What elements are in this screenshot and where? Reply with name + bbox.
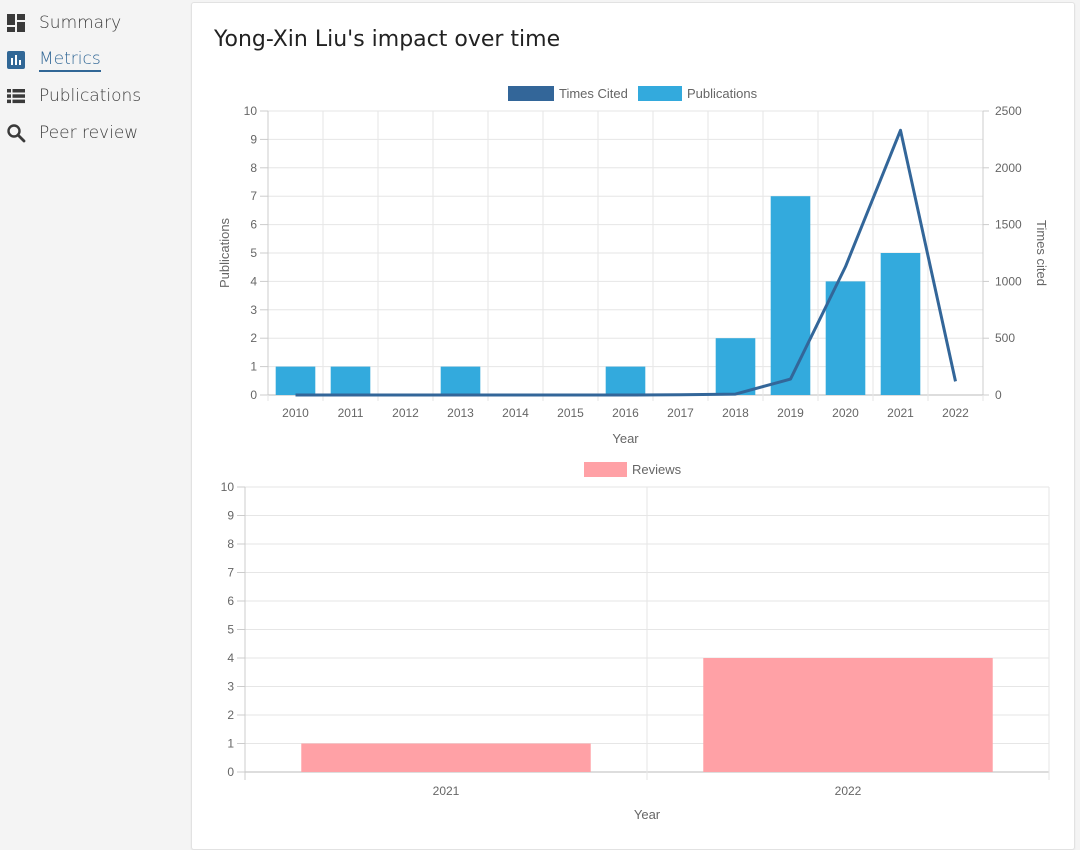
y-tick-label: 7 [250,189,257,203]
sidebar-item-summary[interactable]: Summary [6,10,121,36]
y2-tick-label: 0 [995,388,1002,402]
legend-label: Reviews [632,462,682,477]
x-tick-label: 2016 [612,406,639,420]
y-tick-label: 4 [227,651,234,665]
x-tick-label: 2013 [447,406,474,420]
y-axis-title: Publications [217,217,232,288]
search-icon [6,123,26,143]
y2-tick-label: 1000 [995,274,1022,288]
y-tick-label: 10 [244,104,258,118]
x-tick-label: 2015 [557,406,584,420]
publications-bar [330,366,371,395]
sidebar-item-metrics[interactable]: Metrics [6,47,101,73]
sidebar-item-publications[interactable]: Publications [6,83,141,109]
legend-label: Publications [687,86,758,101]
x-tick-label: 2019 [777,406,804,420]
page-title: Yong-Xin Liu's impact over time [214,27,561,52]
y2-tick-label: 1500 [995,218,1022,232]
publications-bar [275,366,316,395]
y-tick-label: 6 [250,218,257,232]
sidebar-item-label: Peer review [39,123,139,143]
publications-bar [605,366,646,395]
y2-tick-label: 500 [995,331,1015,345]
y-tick-label: 1 [227,737,234,751]
y-tick-label: 5 [227,623,234,637]
sidebar-item-peer-review[interactable]: Peer review [6,120,138,146]
sidebar-item-label: Metrics [39,49,101,72]
x-axis-title: Year [634,807,661,822]
y-tick-label: 7 [227,566,234,580]
y-tick-label: 0 [227,765,234,779]
x-tick-label: 2017 [667,406,694,420]
x-tick-label: 2011 [338,406,364,420]
reviews-bar [301,743,591,772]
y-tick-label: 2 [250,331,257,345]
y-tick-label: 3 [227,680,234,694]
x-tick-label: 2022 [942,406,969,420]
x-tick-label: 2021 [887,406,914,420]
y-tick-label: 8 [227,537,234,551]
metrics-card: Yong-Xin Liu's impact over time 0 1 2 3 4 5 6 7… [191,2,1075,850]
y-tick-label: 9 [227,509,234,523]
legend-swatch-times-cited [508,86,554,101]
publications-bar [770,196,811,395]
publications-bar [440,366,481,395]
y-tick-label: 1 [250,360,257,374]
y-tick-label: 10 [221,480,235,494]
x-tick-label: 2018 [722,406,749,420]
times-cited-line [295,128,957,397]
sidebar-item-label: Publications [39,86,142,106]
publications-bar [825,281,866,395]
publications-bar [880,253,921,395]
y2-tick-label: 2000 [995,161,1022,175]
reviews-bar [703,658,993,772]
publications-bar [715,338,756,395]
y-tick-label: 9 [250,132,257,146]
x-tick-label: 2010 [282,406,309,420]
reviews-chart: 0 1 2 3 4 5 6 7 8 9 10 2021 2022 Year Reviews [221,462,1050,822]
y-tick-label: 6 [227,594,234,608]
y-tick-label: 3 [250,303,257,317]
dashboard-icon [6,13,26,33]
y-tick-label: 0 [250,388,257,402]
x-axis-title: Year [612,431,639,446]
legend-swatch-reviews [584,462,627,477]
x-tick-label: 2012 [392,406,419,420]
list-icon [6,86,26,106]
bar-chart-icon [6,50,26,70]
x-tick-label: 2021 [433,784,460,798]
sidebar: Summary Metrics Publications [0,0,188,850]
x-tick-label: 2014 [502,406,529,420]
y-tick-label: 8 [250,161,257,175]
legend-label: Times Cited [559,86,628,101]
sidebar-item-label: Summary [39,13,122,33]
y2-axis-title: Times cited [1034,220,1049,286]
y-tick-label: 2 [227,708,234,722]
impact-chart: 0 1 2 3 4 5 6 7 8 9 10 0 500 1000 1500 2000 2500 2010 2011… [217,86,1049,446]
y2-tick-label: 2500 [995,104,1022,118]
legend-swatch-publications [638,86,682,101]
x-tick-label: 2020 [832,406,859,420]
y-tick-label: 5 [250,246,257,260]
x-tick-label: 2022 [835,784,862,798]
y-tick-label: 4 [250,274,257,288]
